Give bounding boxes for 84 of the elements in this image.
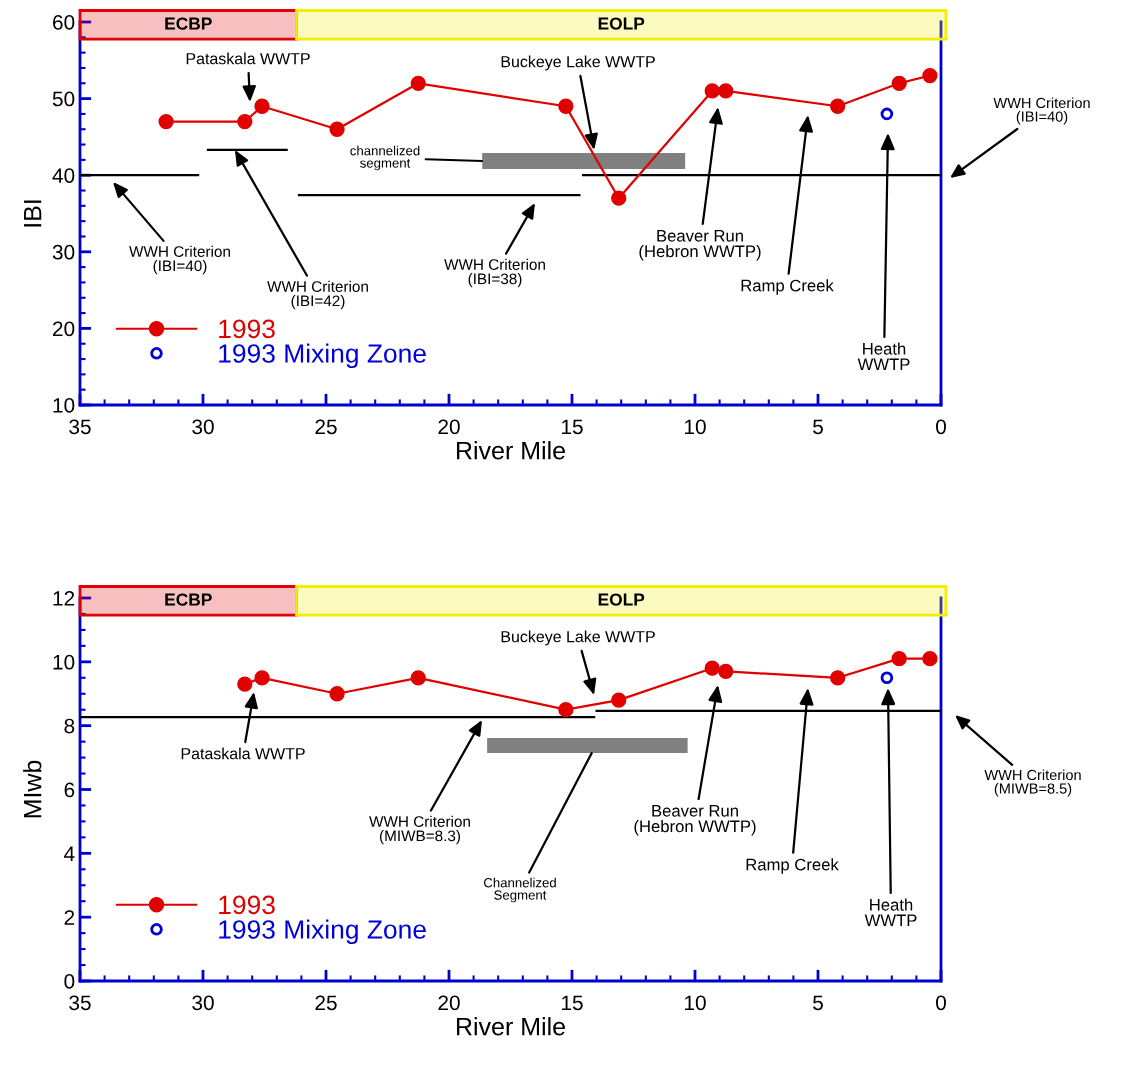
annotation: Ramp Creek: [746, 858, 839, 874]
point: [880, 107, 894, 121]
band-label: EOLP: [598, 17, 645, 30]
point: [410, 75, 426, 91]
annotation: Buckeye Lake WWTP: [501, 630, 655, 646]
y-tick-label: 8: [64, 718, 75, 734]
point: [718, 663, 734, 680]
x-tick-label: 0: [936, 995, 946, 1011]
x-tick-label: 25: [315, 995, 337, 1011]
annotation: WWH Criterion (IBI=38): [444, 258, 545, 288]
point: [237, 113, 253, 130]
point: [254, 670, 270, 686]
y-axis-title: IBI: [24, 200, 42, 227]
x-tick-label: 15: [562, 419, 583, 435]
annotation: Pataskala WWTP: [186, 52, 310, 65]
annotation: Beaver Run (Hebron WWTP): [639, 230, 761, 261]
band-label: EOLP: [598, 593, 645, 606]
y-tick-label: 40: [52, 168, 75, 183]
point: [880, 671, 894, 685]
y-tick-label: 60: [53, 15, 75, 30]
y-tick-label: 50: [52, 91, 75, 107]
y-tick-label: 12: [53, 591, 75, 606]
annotation: Pataskala WWTP: [181, 747, 305, 760]
x-tick-label: 15: [562, 995, 583, 1011]
point: [830, 670, 846, 686]
annotation: WWH Criterion (IBI=42): [267, 280, 368, 310]
annotation: Beaver Run (Hebron WWTP): [634, 805, 756, 836]
band-label: ECBP: [165, 17, 212, 30]
legend-label: 1993 Mixing Zone: [219, 919, 426, 945]
annotation: Heath WWTP: [864, 898, 917, 927]
point: [891, 651, 907, 667]
point: [611, 190, 627, 206]
x-tick-label: 10: [685, 419, 706, 435]
y-tick-label: 20: [53, 321, 75, 337]
legend-label: 1993: [219, 895, 275, 915]
point: [329, 686, 345, 702]
legend-label: 1993 Mixing Zone: [219, 343, 426, 369]
x-axis-title: River Mile: [456, 441, 565, 460]
point: [891, 75, 907, 91]
x-tick-label: 35: [69, 419, 91, 435]
y-tick-label: 4: [64, 846, 75, 861]
x-tick-label: 30: [192, 995, 214, 1011]
point: [329, 121, 345, 137]
point: [704, 660, 720, 676]
y-axis-title: MIwb: [23, 760, 42, 818]
x-tick-label: 20: [438, 995, 460, 1011]
point: [922, 651, 938, 667]
x-tick-label: 5: [813, 995, 823, 1011]
annotation: WWH Criterion (IBI=40): [129, 245, 230, 275]
x-tick-label: 5: [813, 419, 823, 435]
point: [922, 67, 938, 84]
x-tick-label: 20: [438, 419, 460, 435]
x-tick-label: 25: [315, 419, 337, 435]
band-label: ECBP: [165, 593, 212, 606]
point: [704, 83, 720, 99]
y-tick-label: 30: [52, 244, 75, 260]
point: [237, 676, 253, 692]
point: [558, 702, 574, 718]
point: [558, 98, 574, 114]
annotation: WWH Criterion (MIWB=8.3): [369, 815, 470, 845]
annotation: Channelized Segment: [483, 877, 556, 903]
point: [830, 98, 846, 114]
y-tick-label: 10: [53, 398, 75, 413]
annotation: Ramp Creek: [741, 279, 834, 295]
x-tick-label: 35: [69, 995, 91, 1011]
y-tick-label: 0: [64, 974, 75, 989]
point: [718, 83, 734, 99]
annotation: channelized segment: [350, 145, 420, 171]
x-tick-label: 30: [192, 419, 214, 435]
text: WWH Criterion (IBI=40): [993, 97, 1090, 125]
point: [254, 98, 270, 114]
x-axis-title: River Mile: [456, 1017, 565, 1036]
y-tick-label: 6: [64, 782, 75, 798]
x-tick-label: 10: [685, 995, 706, 1011]
text: WWH Criterion (MIWB=8.5): [984, 769, 1081, 797]
y-tick-label: 2: [64, 910, 75, 925]
point: [158, 113, 174, 130]
annotation: Heath WWTP: [857, 342, 910, 371]
point: [611, 692, 627, 708]
x-tick-label: 0: [936, 419, 946, 435]
point: [410, 670, 426, 686]
annotation: Buckeye Lake WWTP: [501, 55, 655, 71]
legend-label: 1993: [219, 319, 275, 339]
y-tick-label: 10: [53, 654, 75, 670]
